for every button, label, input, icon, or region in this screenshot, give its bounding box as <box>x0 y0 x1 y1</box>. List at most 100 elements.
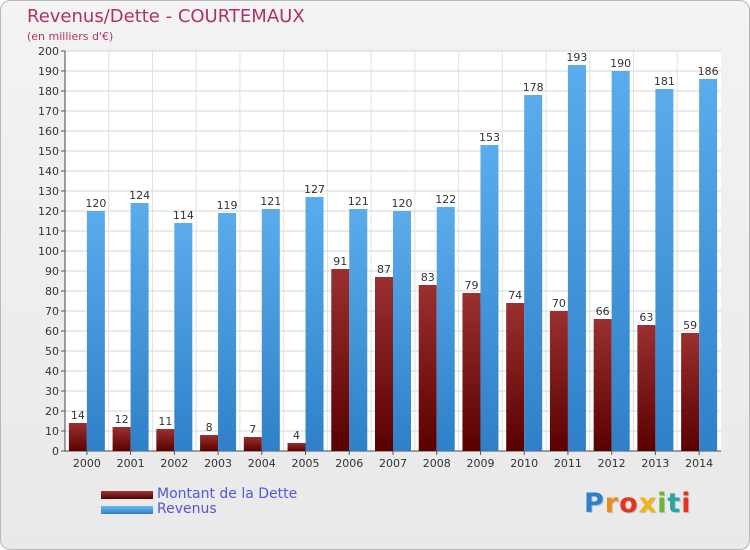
data-label: 59 <box>683 319 697 332</box>
bars <box>68 65 718 451</box>
bar-revenus <box>480 145 499 451</box>
y-tick-label: 100 <box>38 245 59 258</box>
bar-dette <box>681 333 700 451</box>
bar-revenus <box>305 197 324 451</box>
x-tick-label: 2011 <box>554 457 582 470</box>
x-tick-label: 2010 <box>510 457 538 470</box>
logo-letter: i <box>681 488 692 519</box>
y-tick-label: 90 <box>45 265 59 278</box>
x-tick-label: 2013 <box>641 457 669 470</box>
y-tick-label: 60 <box>45 325 59 338</box>
data-label: 12 <box>115 413 129 426</box>
x-tick-label: 2012 <box>598 457 626 470</box>
data-label: 120 <box>85 197 106 210</box>
y-tick-label: 30 <box>45 385 59 398</box>
bar-dette <box>637 325 656 451</box>
logo-letter: P <box>584 488 605 519</box>
y-tick-label: 150 <box>38 145 59 158</box>
x-tick-label: 2008 <box>423 457 451 470</box>
data-label: 120 <box>392 197 413 210</box>
bar-revenus <box>699 79 718 451</box>
y-tick-label: 190 <box>38 65 59 78</box>
bar-revenus <box>611 71 630 451</box>
y-tick-label: 110 <box>38 225 59 238</box>
data-label: 119 <box>217 199 238 212</box>
data-label: 11 <box>158 415 172 428</box>
bar-revenus <box>261 209 280 451</box>
bar-revenus <box>349 209 368 451</box>
bar-dette <box>418 285 437 451</box>
logo-letter: x <box>638 488 658 519</box>
y-tick-label: 40 <box>45 365 59 378</box>
chart-subtitle: (en milliers d'€) <box>27 30 114 43</box>
y-tick-label: 10 <box>45 425 59 438</box>
legend-swatch-revenus <box>101 506 153 514</box>
data-label: 114 <box>173 209 194 222</box>
data-label: 14 <box>71 409 85 422</box>
bar-dette <box>156 429 175 451</box>
bar-revenus <box>393 211 411 451</box>
data-label: 70 <box>552 297 566 310</box>
logo-letter: i <box>657 488 668 519</box>
data-label: 190 <box>610 57 631 70</box>
data-label: 87 <box>377 263 391 276</box>
x-tick-label: 2003 <box>204 457 232 470</box>
data-label: 74 <box>508 289 522 302</box>
data-label: 121 <box>348 195 369 208</box>
y-tick-label: 20 <box>45 405 59 418</box>
y-tick-label: 140 <box>38 165 59 178</box>
proxiti-logo: Proxiti <box>584 488 692 519</box>
x-tick-label: 2007 <box>379 457 407 470</box>
bar-dette <box>243 437 262 451</box>
logo-letter: o <box>619 488 639 519</box>
y-tick-label: 180 <box>38 85 59 98</box>
logo-letter: r <box>604 488 620 519</box>
x-tick-label: 2002 <box>160 457 188 470</box>
data-label: 178 <box>523 81 544 94</box>
legend-label-debt: Montant de la Dette <box>157 486 298 502</box>
bar-dette <box>68 423 87 451</box>
x-tick-label: 2001 <box>117 457 145 470</box>
x-tick-label: 2006 <box>335 457 363 470</box>
data-label: 79 <box>464 279 478 292</box>
bar-revenus <box>655 89 674 451</box>
y-tick-label: 0 <box>52 445 59 458</box>
y-tick-label: 120 <box>38 205 59 218</box>
bar-dette <box>331 269 350 451</box>
bar-revenus <box>524 95 543 451</box>
y-tick-label: 170 <box>38 105 59 118</box>
x-tick-label: 2014 <box>685 457 713 470</box>
bar-revenus <box>567 65 586 451</box>
y-tick-label: 200 <box>38 45 59 58</box>
logo-letter: t <box>667 488 682 519</box>
data-label: 4 <box>293 429 300 442</box>
bar-revenus <box>436 207 455 451</box>
data-label: 122 <box>435 193 456 206</box>
data-label: 83 <box>421 271 435 284</box>
bar-revenus <box>130 203 149 451</box>
bar-dette <box>506 303 525 451</box>
bar-dette <box>200 435 219 451</box>
data-label: 153 <box>479 131 500 144</box>
data-label: 121 <box>260 195 281 208</box>
data-labels: 14 120 12 124 11 114 8 119 7 121 4 127 91 121 87 120 83 1… <box>71 51 719 442</box>
legend-swatch-debt <box>101 491 153 499</box>
legend-label-revenus: Revenus <box>157 501 217 517</box>
y-tick-label: 160 <box>38 125 59 138</box>
axes: 0 10 20 30 40 50 60 70 80 90 100 110 120 130 140 150 160… <box>38 45 721 470</box>
data-label: 91 <box>333 255 347 268</box>
data-label: 193 <box>566 51 587 64</box>
data-label: 127 <box>304 183 325 196</box>
data-label: 66 <box>596 305 610 318</box>
y-tick-label: 70 <box>45 305 59 318</box>
chart-title: Revenus/Dette - COURTEMAUX <box>27 6 305 27</box>
data-label: 186 <box>698 65 719 78</box>
data-label: 63 <box>639 311 653 324</box>
bar-revenus <box>86 211 105 451</box>
bar-dette <box>462 293 481 451</box>
x-tick-label: 2005 <box>292 457 320 470</box>
bar-revenus <box>218 213 237 451</box>
x-tick-label: 2004 <box>248 457 276 470</box>
